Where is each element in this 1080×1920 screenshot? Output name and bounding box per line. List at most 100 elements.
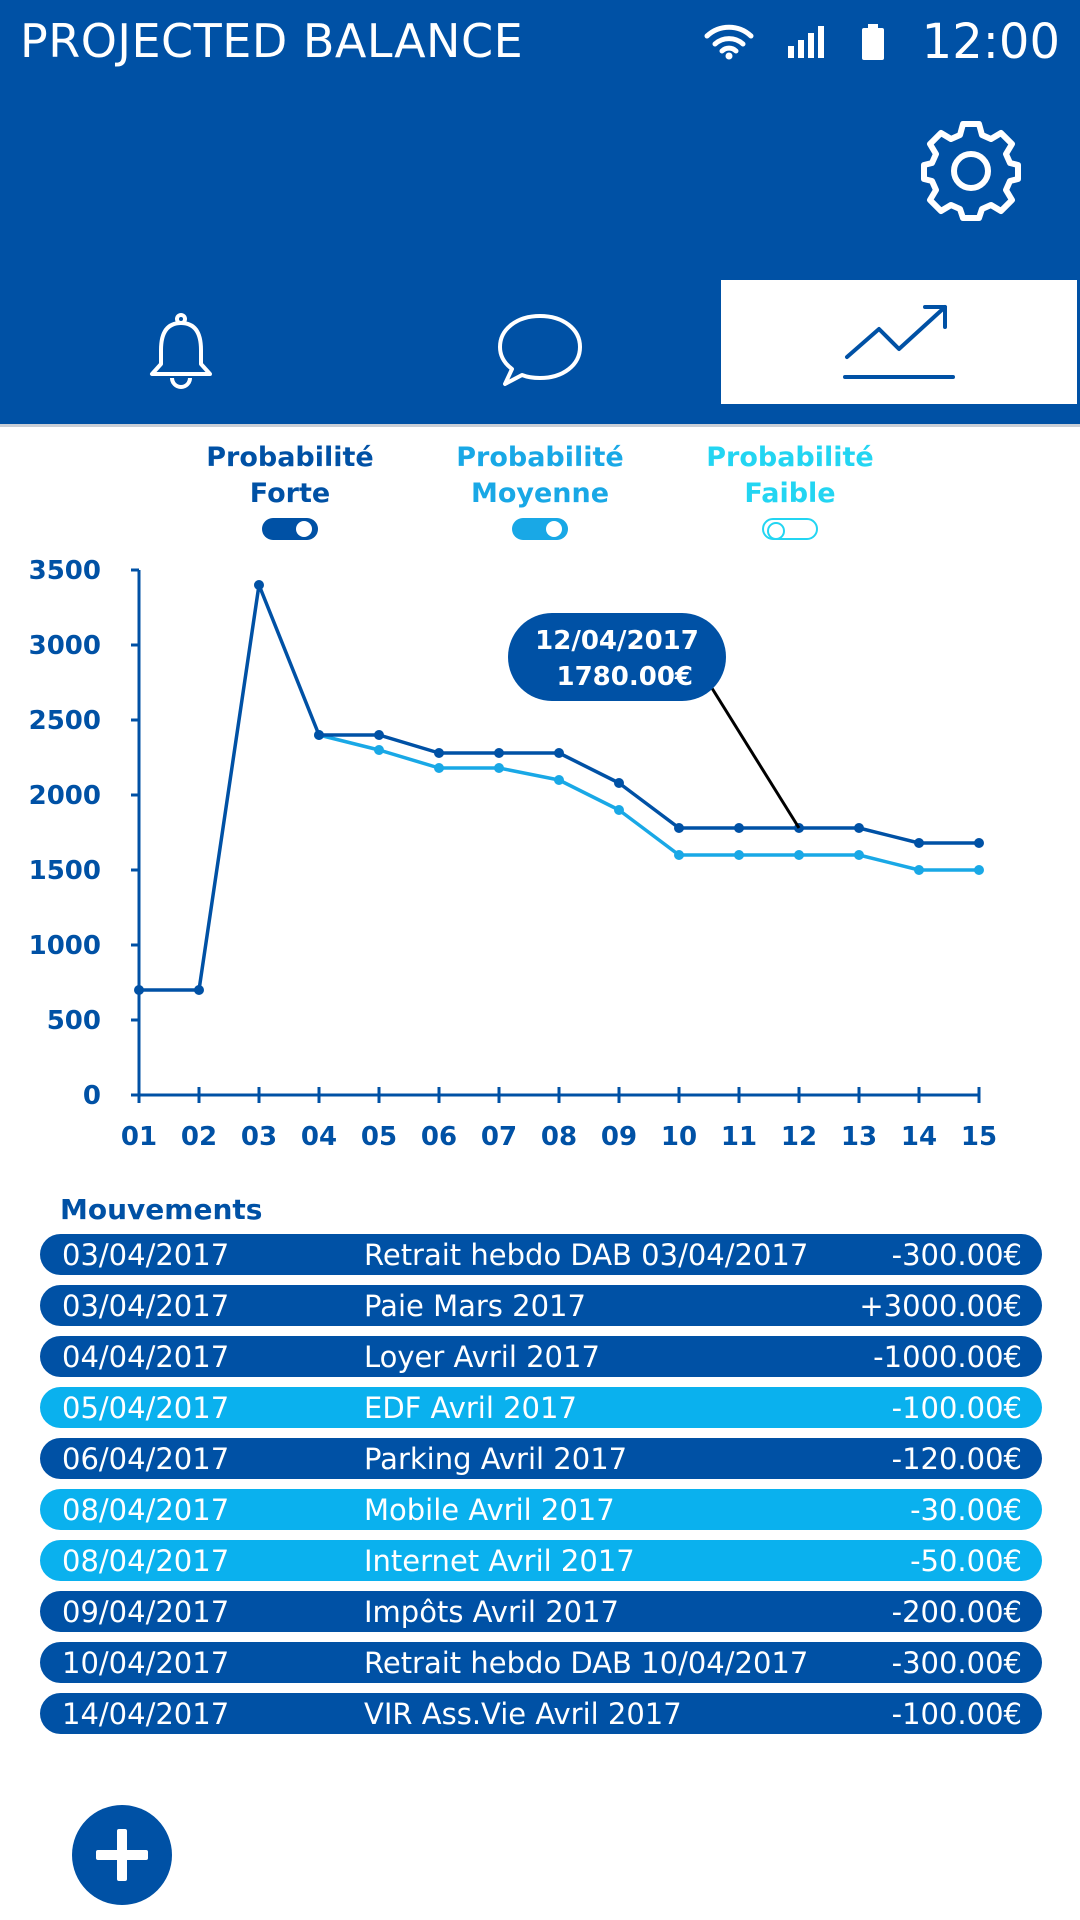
movement-label: Retrait hebdo DAB 10/04/2017 [364,1645,809,1680]
probability-toggles: Probabilité Forte Probabilité Moyenne Pr… [0,440,1080,550]
movement-date: 08/04/2017 [62,1492,230,1527]
movement-label: Loyer Avril 2017 [364,1339,600,1374]
x-tick-label: 12 [781,1122,817,1152]
toggle-switch-moyenne[interactable] [512,518,568,540]
x-tick-label: 07 [481,1122,517,1152]
x-tick-label: 01 [121,1122,157,1152]
toggle-switch-faible[interactable] [762,518,818,540]
data-point [734,823,744,833]
x-tick-label: 06 [421,1122,457,1152]
x-tick-label: 09 [601,1122,637,1152]
data-point [554,775,564,785]
movement-row[interactable]: 04/04/2017 Loyer Avril 2017 -1000.00€ [40,1336,1042,1377]
movement-amount: -200.00€ [891,1594,1022,1629]
x-tick-label: 11 [721,1122,757,1152]
movement-label: Impôts Avril 2017 [364,1594,620,1629]
y-tick-label: 2500 [29,706,101,736]
toggle-label: Probabilité Faible [706,442,874,509]
tab-divider [0,424,1080,427]
movement-amount: -300.00€ [891,1645,1022,1680]
movement-date: 09/04/2017 [62,1594,230,1629]
app-header: PROJECTED BALANCE 12:00 [0,0,1080,277]
tooltip-date: 12/04/2017 [535,626,699,656]
toggle-switch-forte[interactable] [262,518,318,540]
movement-row[interactable]: 14/04/2017 VIR Ass.Vie Avril 2017 -100.00€ [40,1693,1042,1734]
wifi-icon [704,24,754,60]
tab-balance[interactable] [721,280,1077,420]
movement-label: Parking Avril 2017 [364,1441,628,1476]
data-point [974,838,984,848]
data-point [134,985,144,995]
movement-label: Paie Mars 2017 [364,1288,586,1323]
x-tick-label: 10 [661,1122,697,1152]
signal-icon [787,26,826,58]
tab-bar [0,277,1080,427]
data-point [674,850,684,860]
gear-icon[interactable] [916,116,1026,226]
toggle-label: Probabilité Forte [206,442,374,509]
data-point [494,763,504,773]
data-point [914,865,924,875]
y-tick-label: 500 [47,1006,101,1036]
movement-date: 10/04/2017 [62,1645,230,1680]
movement-row[interactable]: 08/04/2017 Mobile Avril 2017 -30.00€ [40,1489,1042,1530]
toggle-label: Probabilité Moyenne [456,442,624,509]
movement-date: 14/04/2017 [62,1696,230,1731]
movement-row[interactable]: 06/04/2017 Parking Avril 2017 -120.00€ [40,1438,1042,1479]
data-point [374,730,384,740]
data-point [554,748,564,758]
tab-notifications[interactable] [3,280,359,420]
tooltip-pointer [708,684,801,829]
movement-date: 05/04/2017 [62,1390,230,1425]
plus-icon [96,1829,148,1881]
data-point [734,850,744,860]
x-tick-label: 05 [361,1122,397,1152]
data-point [974,865,984,875]
x-tick-label: 03 [241,1122,277,1152]
x-tick-label: 14 [901,1122,937,1152]
movement-amount: -100.00€ [891,1696,1022,1731]
movement-row[interactable]: 08/04/2017 Internet Avril 2017 -50.00€ [40,1540,1042,1581]
y-tick-label: 1000 [29,931,101,961]
movement-row[interactable]: 05/04/2017 EDF Avril 2017 -100.00€ [40,1387,1042,1428]
balance-chart: 0 500 1000 1500 2000 2500 3000 3500 01 02 03 04 05 06… [29,556,997,1152]
x-tick-label: 02 [181,1122,217,1152]
data-point [614,778,624,788]
data-point [494,748,504,758]
tooltip-value: 1780.00€ [556,662,693,692]
movement-row[interactable]: 03/04/2017 Retrait hebdo DAB 03/04/2017 -3… [40,1234,1042,1275]
x-tick-label: 04 [301,1122,337,1152]
x-tick-label: 13 [841,1122,877,1152]
movement-row[interactable]: 10/04/2017 Retrait hebdo DAB 10/04/2017 -3… [40,1642,1042,1683]
movement-label: Internet Avril 2017 [364,1543,635,1578]
movement-label: Mobile Avril 2017 [364,1492,615,1527]
movement-date: 03/04/2017 [62,1237,230,1272]
movements-title: Mouvements [60,1193,263,1226]
movement-date: 06/04/2017 [62,1441,230,1476]
y-tick-label: 3000 [29,631,101,661]
tooltip-bubble [508,613,726,701]
movement-amount: -100.00€ [891,1390,1022,1425]
data-point [854,823,864,833]
chat-bubble-icon [498,314,582,386]
movement-amount: +3000.00€ [859,1288,1022,1323]
tab-messages[interactable] [362,280,718,420]
data-point [194,985,204,995]
movement-row[interactable]: 03/04/2017 Paie Mars 2017 +3000.00€ [40,1285,1042,1326]
data-point [674,823,684,833]
add-button[interactable] [72,1805,172,1905]
toggle-probabilite-moyenne: Probabilité Moyenne [430,440,650,540]
toggle-probabilite-faible: Probabilité Faible [680,440,900,540]
movement-date: 08/04/2017 [62,1543,230,1578]
movement-amount: -1000.00€ [873,1339,1022,1374]
battery-icon [860,24,886,60]
data-point [854,850,864,860]
y-tick-label: 2000 [29,781,101,811]
movement-row[interactable]: 09/04/2017 Impôts Avril 2017 -200.00€ [40,1591,1042,1632]
movements-list: 03/04/2017 Retrait hebdo DAB 03/04/2017 -3… [40,1234,1042,1744]
movement-amount: -30.00€ [910,1492,1022,1527]
data-point [614,805,624,815]
x-tick-label: 15 [961,1122,997,1152]
movement-label: VIR Ass.Vie Avril 2017 [364,1696,682,1731]
page-title: PROJECTED BALANCE [20,14,524,68]
